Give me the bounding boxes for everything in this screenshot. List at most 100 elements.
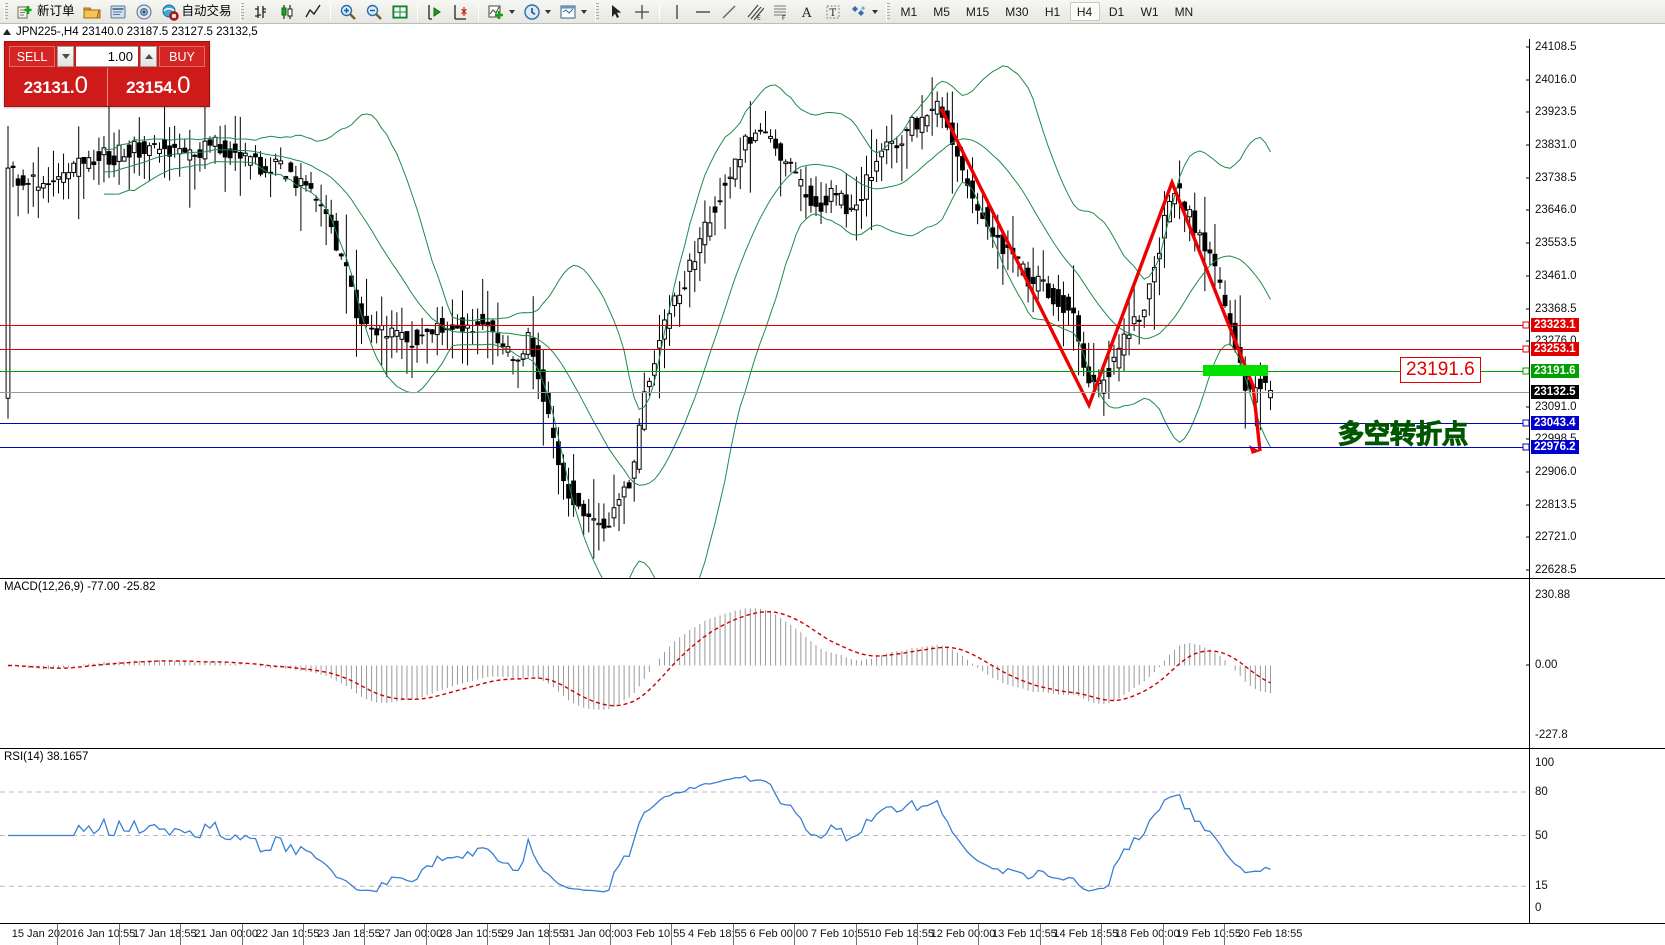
price-line-handle[interactable] — [1522, 419, 1530, 427]
new-order-button[interactable]: 新订单 — [13, 1, 78, 23]
candlestick — [374, 311, 380, 344]
vertical-line-button[interactable] — [665, 1, 689, 23]
candlestick — [434, 307, 440, 356]
macd-pane[interactable]: MACD(12,26,9) -77.00 -25.82 230.88 0.00 -2… — [0, 578, 1665, 748]
price-line-handle[interactable] — [1522, 443, 1530, 451]
price-tag-current-price[interactable]: 23132.5 — [1531, 384, 1579, 399]
volume-increase-button[interactable] — [140, 46, 157, 67]
rsi-axis[interactable]: 100 80 50 15 0 — [1529, 749, 1665, 923]
chart-area[interactable]: 23191.6 多空转折点 24108.5 24016.0 23923.5 23831… — [0, 39, 1665, 945]
chevron-down-icon-2[interactable] — [544, 9, 551, 14]
price-tag-support-upper[interactable]: 23043.4 — [1531, 416, 1579, 431]
buy-price-display[interactable]: 23154 . 0 — [108, 68, 210, 106]
chevron-down-icon[interactable] — [508, 9, 515, 14]
bar-chart-button[interactable] — [249, 1, 273, 23]
cursor-arrow-icon — [611, 4, 621, 18]
bollinger-middle — [103, 138, 1271, 486]
price-tag-support-lower[interactable]: 22976.2 — [1531, 440, 1579, 455]
equidistant-channel-button[interactable]: E — [743, 1, 767, 23]
text-button[interactable]: A — [795, 1, 819, 23]
rsi-pane[interactable]: RSI(14) 38.1657 100 80 50 15 0 — [0, 748, 1665, 923]
candlestick — [500, 335, 506, 355]
svg-text:F: F — [782, 15, 786, 21]
horizontal-line-button[interactable] — [691, 1, 715, 23]
candlestick — [1217, 267, 1223, 289]
volume-decrease-button[interactable] — [57, 46, 74, 67]
auto-scroll-button[interactable] — [423, 1, 447, 23]
price-tag-pivot-green[interactable]: 23191.6 — [1531, 364, 1579, 378]
bar-chart-icon — [254, 5, 266, 18]
navigator-button[interactable] — [132, 1, 156, 23]
market-watch-button[interactable] — [80, 1, 104, 23]
timeframe-m5[interactable]: M5 — [933, 4, 950, 19]
new-order-icon — [17, 5, 32, 18]
text-label-button[interactable]: T — [821, 1, 845, 23]
candlestick — [737, 137, 743, 190]
timeframe-d1[interactable]: D1 — [1108, 4, 1125, 19]
shapes-button[interactable] — [847, 1, 881, 23]
price-line-support-lower[interactable] — [0, 447, 1529, 449]
candlestick — [692, 240, 698, 293]
trend-zigzag[interactable] — [939, 107, 1262, 452]
price-line-handle[interactable] — [1522, 345, 1530, 353]
toolbar-grip-2[interactable] — [239, 2, 244, 21]
macd-axis[interactable]: 230.88 0.00 -227.8 — [1526, 579, 1665, 748]
chevron-down-icon-3[interactable] — [580, 9, 587, 14]
periods-button[interactable] — [520, 1, 554, 23]
price-line-support-upper[interactable] — [0, 423, 1529, 425]
timeframe-h4[interactable]: H4 — [1069, 2, 1100, 21]
buy-button[interactable]: BUY — [159, 46, 205, 67]
collapse-triangle-icon[interactable] — [3, 29, 11, 35]
price-pane[interactable]: 23191.6 多空转折点 24108.5 24016.0 23923.5 23831… — [0, 39, 1665, 608]
timeframe-mn[interactable]: MN — [1174, 4, 1194, 19]
timeframe-m15[interactable]: M15 — [965, 4, 990, 19]
price-line-handle[interactable] — [1522, 321, 1530, 329]
data-window-button[interactable] — [106, 1, 130, 23]
candlestick — [530, 296, 536, 390]
timeframe-m30[interactable]: M30 — [1005, 4, 1029, 19]
candlestick — [232, 115, 238, 171]
toolbar-grip-4[interactable] — [885, 2, 890, 21]
candlestick — [444, 321, 450, 349]
time-tick-label: 6 Feb 00:00 — [749, 928, 809, 940]
tile-windows-button[interactable] — [388, 1, 412, 23]
candlestick-chart-button[interactable] — [275, 1, 299, 23]
line-chart-button[interactable] — [301, 1, 325, 23]
price-line-handle[interactable] — [1522, 367, 1530, 375]
chevron-down-icon-4[interactable] — [871, 9, 878, 14]
clock-icon — [523, 3, 540, 20]
timeframe-m1[interactable]: M1 — [900, 4, 918, 19]
fibonacci-button[interactable]: F — [769, 1, 793, 23]
indicators-button[interactable] — [484, 1, 518, 23]
trendline-button[interactable] — [717, 1, 741, 23]
templates-button[interactable] — [556, 1, 590, 23]
price-line-pivot-green[interactable] — [0, 371, 1529, 372]
price-line-resistance-lower[interactable] — [0, 349, 1529, 351]
zoom-out-button[interactable] — [362, 1, 386, 23]
price-axis[interactable]: 24108.5 24016.0 23923.5 23831.0 23738.5 23646… — [1526, 39, 1665, 578]
time-axis[interactable]: 15 Jan 2020 16 Jan 10:55 17 Jan 18:55 21 Ja… — [0, 923, 1665, 945]
line-chart-icon — [304, 4, 321, 17]
autotrading-button[interactable]: 自动交易 — [158, 1, 235, 23]
crosshair-button[interactable] — [630, 1, 654, 23]
timeframe-w1[interactable]: W1 — [1140, 4, 1159, 19]
time-tick-label: 31 Jan 00:00 — [562, 928, 627, 940]
candlestick — [258, 151, 263, 177]
timeframe-h1[interactable]: H1 — [1044, 4, 1061, 19]
toolbar-grip-3[interactable] — [594, 2, 599, 21]
zoom-in-button[interactable] — [336, 1, 360, 23]
toolbar-divider-3 — [477, 2, 479, 21]
toolbar-grip[interactable] — [4, 2, 8, 21]
volume-input[interactable]: 1.00 — [76, 46, 138, 67]
cursor-button[interactable] — [604, 1, 628, 23]
time-tick-label: 18 Feb 00:00 — [1114, 928, 1180, 940]
sell-price-display[interactable]: 23131 . 0 — [5, 68, 108, 106]
macd-signal-line — [8, 610, 1271, 707]
sell-button[interactable]: SELL — [9, 46, 55, 67]
price-line-resistance-upper[interactable] — [0, 324, 1529, 326]
price-tag-resistance-upper[interactable]: 23323.1 — [1531, 317, 1579, 332]
price-tick-label: 24016.0 — [1535, 73, 1577, 86]
price-tag-resistance-lower[interactable]: 23253.1 — [1531, 342, 1579, 357]
chart-shift-button[interactable] — [449, 1, 473, 23]
time-gridline — [671, 924, 673, 945]
